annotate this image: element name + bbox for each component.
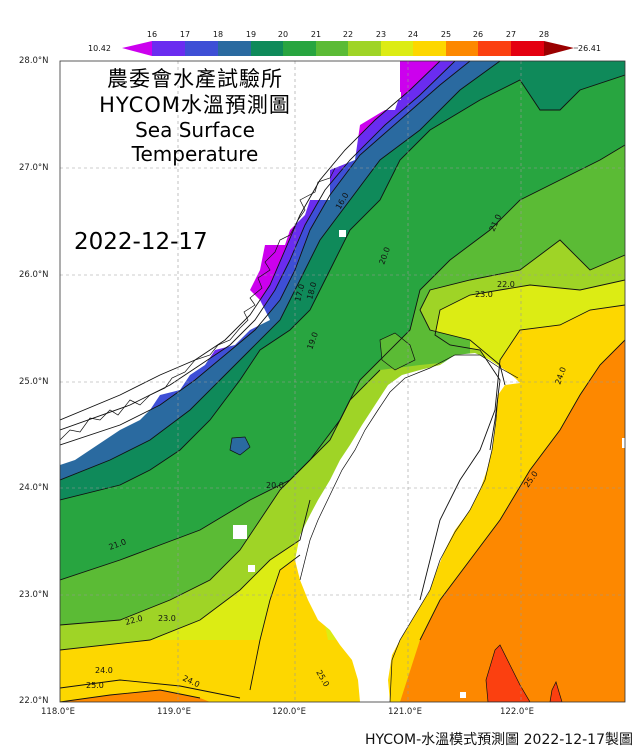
forecast-date: 2022-12-17 xyxy=(74,229,208,255)
contour-label: 22.0 xyxy=(124,614,144,627)
footer-caption: HYCOM-水溫模式預測圖 2022-12-17製圖 xyxy=(364,732,633,748)
colorbar-tick: 17 xyxy=(179,30,191,39)
contour-label: 24.0 xyxy=(95,666,113,675)
contour-label: 22.0 xyxy=(497,280,515,289)
colorbar: 10.42 26.41 16 17 18 19 20 21 22 23 24 2… xyxy=(0,0,643,58)
colorbar-tick: 28 xyxy=(538,30,550,39)
sst-fill-layers: 16.0 17.0 18.0 19.0 20.0 20.0 21.0 21.0 … xyxy=(60,61,625,702)
lon-label: 118.0°E xyxy=(41,707,75,717)
lon-label: 119.0°E xyxy=(157,707,191,717)
lat-label: 23.0°N xyxy=(19,590,49,600)
colorbar-tick: 20 xyxy=(277,30,289,39)
lat-label: 27.0°N xyxy=(19,163,49,173)
colorbar-min-label: 10.42 xyxy=(88,44,111,53)
contour-label: 20.0 xyxy=(266,481,284,490)
colorbar-tick: 16 xyxy=(146,30,158,39)
contour-lines xyxy=(60,61,625,702)
lat-label: 24.0°N xyxy=(19,483,49,493)
contour-label: 25.0 xyxy=(86,681,104,690)
contour-label: 17.0 xyxy=(293,283,306,303)
colorbar-gradient xyxy=(122,41,578,56)
colorbar-tick: 26 xyxy=(472,30,484,39)
lon-label: 120.0°E xyxy=(272,707,306,717)
title-en-line2: Temperature xyxy=(131,142,259,166)
colorbar-tick: 18 xyxy=(212,30,224,39)
lat-label: 25.0°N xyxy=(19,377,49,387)
lon-label: 121.0°E xyxy=(388,707,422,717)
colorbar-max-label: 26.41 xyxy=(578,44,601,53)
colorbar-tick: 19 xyxy=(245,30,257,39)
lat-label: 26.0°N xyxy=(19,270,49,280)
title-institute: 農委會水產試驗所 xyxy=(107,67,283,91)
map-title: 農委會水產試驗所 HYCOM水溫預測圖 Sea Surface Temperat… xyxy=(60,66,330,166)
title-product: HYCOM水溫預測圖 xyxy=(99,93,291,117)
colorbar-tick: 24 xyxy=(407,30,419,39)
colorbar-tick: 22 xyxy=(342,30,354,39)
contour-label: 23.0 xyxy=(475,290,493,299)
colorbar-tick: 21 xyxy=(310,30,322,39)
colorbar-tick: 25 xyxy=(440,30,452,39)
colorbar-tick: 27 xyxy=(505,30,517,39)
lon-label: 122.0°E xyxy=(500,707,534,717)
colorbar-tick: 23 xyxy=(375,30,387,39)
contour-label: 18.0 xyxy=(305,281,318,301)
lat-label: 28.0°N xyxy=(19,56,49,66)
contour-label: 23.0 xyxy=(158,614,176,623)
plot-frame xyxy=(59,60,626,703)
lat-label: 22.0°N xyxy=(19,696,49,706)
title-en-line1: Sea Surface xyxy=(135,118,255,142)
graticule xyxy=(60,61,625,702)
